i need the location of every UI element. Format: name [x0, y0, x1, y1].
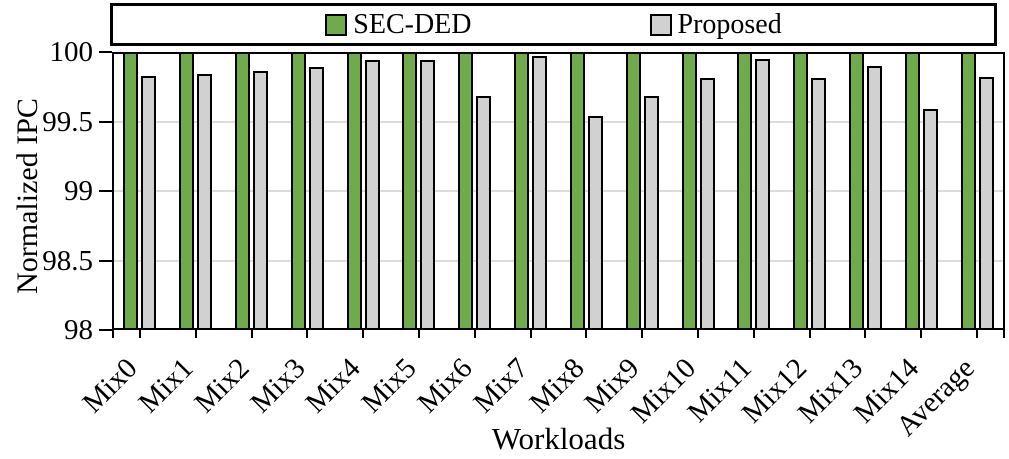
bar-sec-ded-average — [960, 52, 976, 330]
bar-sec-ded-mix0 — [123, 52, 139, 330]
x-tick-mix4 — [362, 330, 365, 338]
bar-proposed-mix8 — [587, 115, 603, 330]
x-tick-label-mix5: Mix5 — [355, 352, 423, 420]
bar-sec-ded-mix3 — [290, 52, 306, 330]
y-tick-label-99: 99 — [64, 175, 93, 207]
x-tick-mix3 — [306, 330, 309, 338]
bar-proposed-mix1 — [197, 74, 213, 330]
y-tick-label-99.5: 99.5 — [42, 105, 93, 138]
bar-proposed-mix13 — [866, 65, 882, 330]
bar-proposed-average — [978, 77, 994, 330]
x-tick-mix7 — [529, 330, 532, 338]
bar-sec-ded-mix13 — [848, 52, 864, 330]
gridline-98.5 — [114, 259, 1003, 262]
bar-sec-ded-mix1 — [179, 52, 195, 330]
legend: SEC-DED Proposed — [110, 3, 997, 46]
bar-sec-ded-mix14 — [904, 52, 920, 330]
bar-proposed-mix14 — [922, 108, 938, 330]
legend-swatch-sec-ded — [325, 13, 348, 36]
x-tick-label-mix8: Mix8 — [523, 352, 591, 420]
y-tick-label-98: 98 — [64, 314, 93, 346]
legend-entry-sec-ded: SEC-DED — [325, 8, 472, 40]
legend-label-sec-ded: SEC-DED — [353, 8, 472, 40]
x-tick-mix12 — [808, 330, 811, 338]
bar-proposed-mix6 — [476, 96, 492, 330]
y-tick-label-100: 100 — [49, 36, 94, 68]
y-tick-label-98.5: 98.5 — [42, 244, 93, 277]
bar-proposed-mix11 — [755, 58, 771, 330]
y-tick-98.5 — [99, 259, 112, 262]
x-tick-mix0 — [138, 330, 141, 338]
bar-sec-ded-mix12 — [793, 52, 809, 330]
bar-proposed-mix7 — [532, 56, 548, 330]
gridline-99.5 — [114, 120, 1003, 123]
y-tick-99 — [99, 190, 112, 192]
bar-sec-ded-mix6 — [458, 52, 474, 330]
bar-proposed-mix5 — [420, 60, 436, 330]
gridline-99 — [114, 190, 1003, 192]
bar-sec-ded-mix4 — [346, 52, 362, 330]
y-tick-99.5 — [99, 120, 112, 123]
x-tick-label-mix4: Mix4 — [299, 352, 367, 420]
x-tick-label-mix13: Mix13 — [791, 352, 870, 430]
x-tick-average — [976, 330, 979, 338]
bar-sec-ded-mix11 — [737, 52, 753, 330]
x-tick-mix5 — [417, 330, 420, 338]
x-tick-mix13 — [864, 330, 867, 338]
x-tick-label-mix0: Mix0 — [76, 352, 144, 420]
bar-sec-ded-mix10 — [681, 52, 697, 330]
x-tick-axis-right — [1003, 330, 1005, 338]
x-tick-label-mix2: Mix2 — [188, 352, 256, 420]
bar-proposed-mix12 — [811, 78, 827, 330]
bar-sec-ded-mix7 — [514, 52, 530, 330]
bar-proposed-mix9 — [643, 96, 659, 330]
bar-sec-ded-mix2 — [235, 52, 251, 330]
x-tick-axis-left — [112, 330, 114, 338]
x-tick-label-mix10: Mix10 — [624, 352, 702, 430]
bar-sec-ded-mix8 — [569, 52, 585, 330]
x-tick-label-mix6: Mix6 — [411, 352, 479, 420]
bar-proposed-mix0 — [141, 75, 157, 330]
bar-sec-ded-mix5 — [402, 52, 418, 330]
x-tick-label-mix7: Mix7 — [467, 352, 535, 420]
x-tick-mix8 — [585, 330, 588, 338]
x-tick-mix11 — [752, 330, 755, 338]
x-tick-mix14 — [920, 330, 923, 338]
bar-proposed-mix2 — [253, 71, 269, 330]
x-tick-mix1 — [194, 330, 197, 338]
x-tick-mix9 — [641, 330, 644, 338]
x-tick-mix2 — [250, 330, 253, 338]
legend-swatch-proposed — [649, 13, 672, 36]
y-tick-100 — [99, 51, 112, 53]
legend-entry-proposed: Proposed — [649, 8, 782, 40]
y-tick-98 — [99, 329, 112, 331]
x-tick-label-mix3: Mix3 — [243, 352, 312, 420]
bar-sec-ded-mix9 — [625, 52, 641, 330]
legend-label-proposed: Proposed — [677, 8, 782, 40]
x-tick-mix6 — [473, 330, 476, 338]
bar-proposed-mix10 — [699, 78, 715, 330]
x-tick-mix10 — [697, 330, 700, 338]
bar-proposed-mix4 — [364, 60, 380, 330]
x-axis-title: Workloads — [491, 421, 626, 456]
bar-proposed-mix3 — [308, 67, 324, 330]
x-tick-label-mix1: Mix1 — [132, 352, 200, 420]
